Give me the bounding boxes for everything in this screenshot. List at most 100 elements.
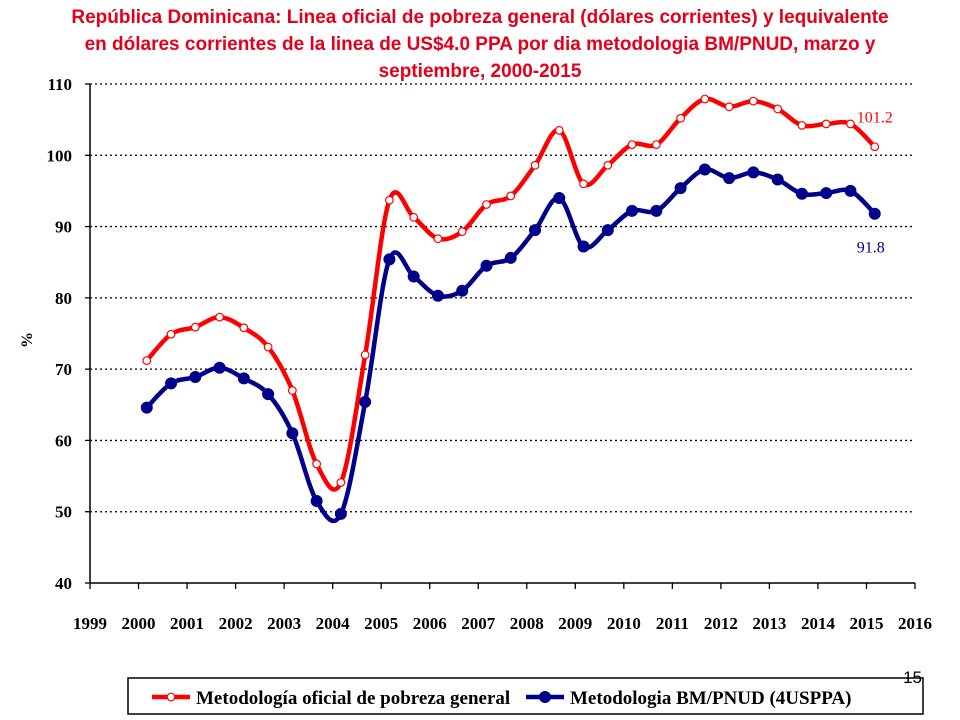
legend: Metodología oficial de pobreza general M… — [127, 677, 924, 715]
point-official-16 — [530, 160, 540, 170]
point-official-30 — [870, 142, 880, 152]
point-official-29 — [846, 119, 855, 129]
point-official-15 — [506, 191, 516, 201]
point-bm-pnud-12 — [431, 289, 444, 302]
x-tick-label-2006: 2006 — [413, 614, 447, 633]
point-bm-pnud-4 — [237, 372, 250, 385]
x-tick-label-2010: 2010 — [607, 614, 641, 633]
point-bm-pnud-29 — [844, 184, 857, 197]
point-bm-pnud-0 — [140, 401, 153, 414]
point-bm-pnud-24 — [723, 172, 736, 185]
point-official-24 — [724, 102, 734, 112]
x-tick-label-2012: 2012 — [704, 614, 738, 633]
point-official-1 — [166, 329, 176, 339]
y-tick-labels: 40 50 60 70 80 90 100 110 — [47, 75, 73, 593]
blue-end-value-label: 91.8 — [857, 240, 885, 257]
y-tick-label-110: 110 — [47, 75, 72, 94]
point-bm-pnud-28 — [820, 187, 833, 200]
point-bm-pnud-17 — [553, 192, 566, 205]
point-official-28 — [821, 119, 831, 129]
point-official-21 — [651, 140, 661, 149]
point-bm-pnud-9 — [359, 395, 372, 408]
point-bm-pnud-23 — [698, 163, 711, 176]
legend-label-official: Metodología oficial de pobreza general — [196, 688, 510, 709]
x-tick-labels: 1999 2000 2001 2002 2003 2004 2005 2006 2007 2008… — [73, 614, 932, 633]
y-tick-label-50: 50 — [55, 503, 72, 522]
point-official-18 — [579, 179, 588, 189]
series-line-official — [145, 96, 877, 492]
point-bm-pnud-30 — [868, 207, 881, 220]
point-bm-pnud-16 — [529, 224, 542, 237]
point-bm-pnud-20 — [626, 204, 639, 217]
point-official-0 — [142, 356, 152, 365]
point-bm-pnud-3 — [213, 361, 226, 374]
x-tick-label-2007: 2007 — [461, 614, 496, 633]
point-bm-pnud-2 — [189, 370, 202, 383]
y-tick-label-60: 60 — [55, 431, 72, 450]
gridlines — [90, 83, 915, 513]
x-tick-label-2011: 2011 — [656, 614, 689, 633]
series-line-bm-pnud — [145, 167, 877, 523]
point-official-27 — [797, 120, 807, 130]
chart-title-line-3: septiembre, 2000-2015 — [378, 61, 582, 82]
point-official-25 — [748, 96, 758, 106]
point-official-23 — [700, 94, 710, 104]
y-axis-label: % — [19, 332, 36, 348]
point-official-8 — [336, 478, 346, 487]
point-official-2 — [190, 322, 200, 332]
point-official-12 — [433, 234, 443, 244]
x-tick-label-2005: 2005 — [364, 614, 398, 633]
series-group — [140, 94, 881, 523]
point-bm-pnud-6 — [286, 427, 299, 440]
x-tick-label-2002: 2002 — [219, 614, 253, 633]
y-tick-label-40: 40 — [55, 574, 72, 593]
legend-blue-marker — [539, 691, 551, 703]
point-official-17 — [554, 125, 564, 135]
y-tick-label-90: 90 — [55, 218, 72, 237]
chart-title-line-2: en dólares corrientes de la linea de US$… — [84, 34, 876, 55]
point-bm-pnud-19 — [601, 224, 614, 237]
point-bm-pnud-22 — [674, 182, 687, 195]
point-bm-pnud-27 — [795, 187, 808, 200]
point-official-9 — [360, 350, 370, 360]
x-tick-label-2001: 2001 — [170, 614, 204, 633]
point-official-3 — [215, 312, 224, 322]
point-official-20 — [627, 140, 637, 149]
x-tick-label-2009: 2009 — [558, 614, 592, 633]
slide-number: 15 — [903, 668, 922, 687]
x-tick-label-2000: 2000 — [122, 614, 156, 633]
x-tick-label-2014: 2014 — [801, 614, 836, 633]
x-tick-label-2003: 2003 — [267, 614, 301, 633]
point-official-7 — [312, 459, 322, 469]
point-official-13 — [457, 227, 467, 236]
axes — [85, 83, 916, 589]
point-official-6 — [287, 386, 297, 395]
x-tick-label-2016: 2016 — [898, 614, 932, 633]
point-official-4 — [239, 323, 249, 333]
x-tick-label-2013: 2013 — [752, 614, 786, 633]
point-bm-pnud-13 — [456, 284, 469, 297]
y-tick-label-100: 100 — [47, 146, 73, 165]
legend-red-marker — [166, 692, 176, 702]
x-tick-label-2004: 2004 — [316, 614, 351, 633]
point-official-14 — [482, 200, 491, 209]
red-end-value-label: 101.2 — [857, 110, 893, 127]
legend-label-bm-pnud: Metodologia BM/PNUD (4USPPA) — [570, 688, 851, 709]
point-official-26 — [773, 104, 783, 114]
y-tick-label-70: 70 — [55, 360, 72, 379]
point-official-19 — [603, 160, 613, 170]
point-bm-pnud-26 — [771, 173, 784, 186]
y-tick-label-80: 80 — [55, 289, 72, 308]
point-bm-pnud-11 — [407, 270, 420, 283]
point-official-22 — [676, 113, 686, 123]
point-bm-pnud-7 — [310, 495, 323, 508]
x-tick-label-2015: 2015 — [849, 614, 883, 633]
point-official-10 — [385, 195, 394, 205]
point-bm-pnud-10 — [383, 253, 396, 266]
point-bm-pnud-5 — [262, 388, 275, 401]
legend-box — [127, 677, 924, 715]
x-tick-label-1999: 1999 — [73, 614, 107, 633]
point-bm-pnud-8 — [334, 507, 347, 520]
chart-title-line-1: República Dominicana: Linea oficial de p… — [71, 7, 889, 28]
